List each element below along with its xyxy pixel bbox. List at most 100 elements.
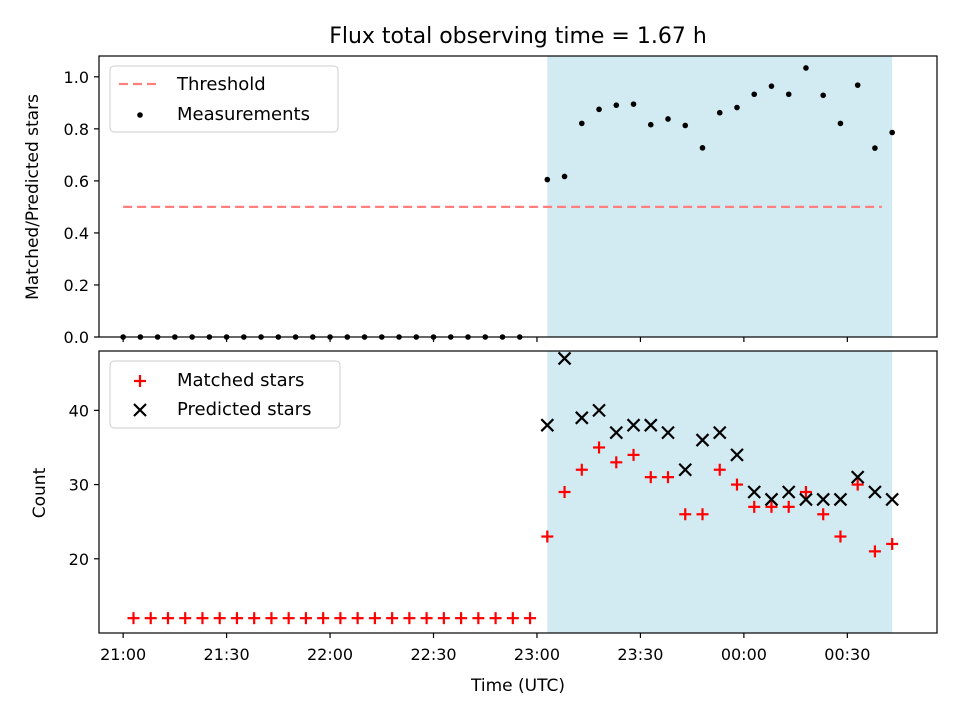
bottom-axes-frame xyxy=(98,350,938,634)
measurement-point xyxy=(803,65,809,71)
bottom-legend: Matched stars Predicted stars xyxy=(109,360,341,429)
matched-stars-point xyxy=(575,463,588,476)
observing-window-top xyxy=(547,56,893,337)
matched-stars-point xyxy=(799,486,812,498)
top-x-ticks xyxy=(122,337,848,342)
matched-stars-point xyxy=(851,478,864,491)
predicted-stars-point xyxy=(643,418,658,432)
predicted-stars-point xyxy=(730,448,744,462)
measurement-point xyxy=(561,173,568,180)
measurement-point xyxy=(820,92,826,99)
legend-predicted-marker xyxy=(133,403,147,417)
measurement-point xyxy=(889,129,895,136)
bottom-panel: 20 30 40 21:00 21:30 22:00 22:30 23:00 23:30 00:… xyxy=(30,350,938,696)
matched-stars-point xyxy=(679,508,692,521)
x-axis-label: Time (UTC) xyxy=(470,676,565,696)
matched-stars-point xyxy=(161,612,174,625)
x-tick-label: 23:30 xyxy=(617,645,663,664)
top-legend-box xyxy=(109,65,339,133)
matched-stars-point xyxy=(437,612,450,625)
measurement-point xyxy=(647,121,654,128)
measurement-point xyxy=(596,106,602,113)
bottom-x-ticks: 21:00 21:30 22:00 22:30 23:00 23:30 00:00 00:30 xyxy=(100,633,870,664)
measurement-point xyxy=(751,91,758,98)
predicted-stars-point xyxy=(592,403,606,418)
predicted-stars-point xyxy=(747,485,762,499)
predicted-stars-point xyxy=(678,462,693,477)
legend-measurements-marker xyxy=(137,112,143,118)
measurement-point xyxy=(613,102,620,108)
matched-stars-point xyxy=(265,612,278,625)
matched-stars-point xyxy=(644,471,657,484)
matched-stars-point xyxy=(817,508,830,521)
predicted-stars-point xyxy=(833,492,848,507)
predicted-stars-point xyxy=(661,425,675,440)
x-tick-label: 22:00 xyxy=(307,645,353,664)
matched-stars-point xyxy=(627,448,640,461)
matched-stars-point xyxy=(782,500,795,513)
matched-stars-point xyxy=(713,463,726,476)
measurement-point xyxy=(734,104,740,111)
x-tick-label: 00:30 xyxy=(824,645,870,664)
bottom-y-ticks: 20 30 40 xyxy=(69,401,99,569)
bottom-y-tick-label: 40 xyxy=(69,401,89,420)
top-panel: 0.0 0.2 0.4 0.6 0.8 1.0 Matched/Predicted sta… xyxy=(23,55,938,347)
matched-stars-point xyxy=(834,530,847,543)
matched-stars-point xyxy=(662,471,675,484)
predicted-stars-point xyxy=(850,470,865,484)
bottom-y-axis-label: Count xyxy=(30,467,50,518)
observing-window-bottom xyxy=(547,351,893,633)
measurement-point xyxy=(630,101,637,107)
matched-stars-point xyxy=(334,612,347,625)
legend-matched-marker xyxy=(134,375,146,387)
predicted-stars-point xyxy=(816,492,830,507)
matched-stars-point xyxy=(730,478,743,491)
matched-stars-point xyxy=(420,612,433,625)
predicted-stars-point xyxy=(764,492,779,507)
matched-stars-point xyxy=(610,456,623,469)
predicted-stars-point xyxy=(799,492,813,507)
measurement-point xyxy=(768,83,775,89)
measurement-point xyxy=(544,176,551,183)
top-y-ticks: 0.0 0.2 0.4 0.6 0.8 1.0 xyxy=(64,68,99,347)
predicted-stars-point xyxy=(695,433,710,447)
measurement-point xyxy=(837,120,844,127)
matched-stars-point xyxy=(403,612,416,625)
matched-stars-point xyxy=(524,612,537,625)
predicted-stars-point xyxy=(575,411,589,425)
matched-stars-point xyxy=(368,612,381,625)
predicted-stars-point xyxy=(885,492,899,507)
matched-stars-point xyxy=(248,612,261,625)
matched-stars-point xyxy=(230,612,243,625)
matched-stars-point xyxy=(748,500,761,513)
measurement-point xyxy=(665,116,671,122)
measurement-point xyxy=(682,122,689,129)
matched-stars-point xyxy=(213,612,226,625)
matched-stars-point xyxy=(472,612,485,625)
legend-threshold-label: Threshold xyxy=(176,74,266,95)
top-y-tick-label: 0.8 xyxy=(64,120,89,139)
bottom-y-tick-label: 20 xyxy=(69,550,89,569)
matched-stars-point xyxy=(351,612,364,625)
matched-stars-point xyxy=(299,612,312,625)
predicted-stars-point xyxy=(626,418,641,432)
x-tick-label: 22:30 xyxy=(410,645,456,664)
matched-stars-point xyxy=(593,441,606,454)
top-y-tick-label: 0.4 xyxy=(64,224,89,243)
x-tick-label: 21:00 xyxy=(100,645,146,664)
matched-stars-point xyxy=(868,545,881,558)
matched-stars-point xyxy=(489,612,502,625)
matched-stars-point xyxy=(282,612,295,625)
measurement-point xyxy=(785,91,792,98)
measurement-point xyxy=(716,109,723,116)
legend-matched-label: Matched stars xyxy=(177,370,304,391)
measurement-point xyxy=(699,145,706,151)
matched-stars-point xyxy=(886,537,899,550)
x-tick-label: 21:30 xyxy=(204,645,250,664)
top-y-tick-label: 1.0 xyxy=(64,68,89,87)
x-tick-label: 00:00 xyxy=(721,645,767,664)
top-y-tick-label: 0.0 xyxy=(64,328,89,347)
matched-stars-series xyxy=(127,441,899,625)
measurement-point xyxy=(872,145,878,151)
